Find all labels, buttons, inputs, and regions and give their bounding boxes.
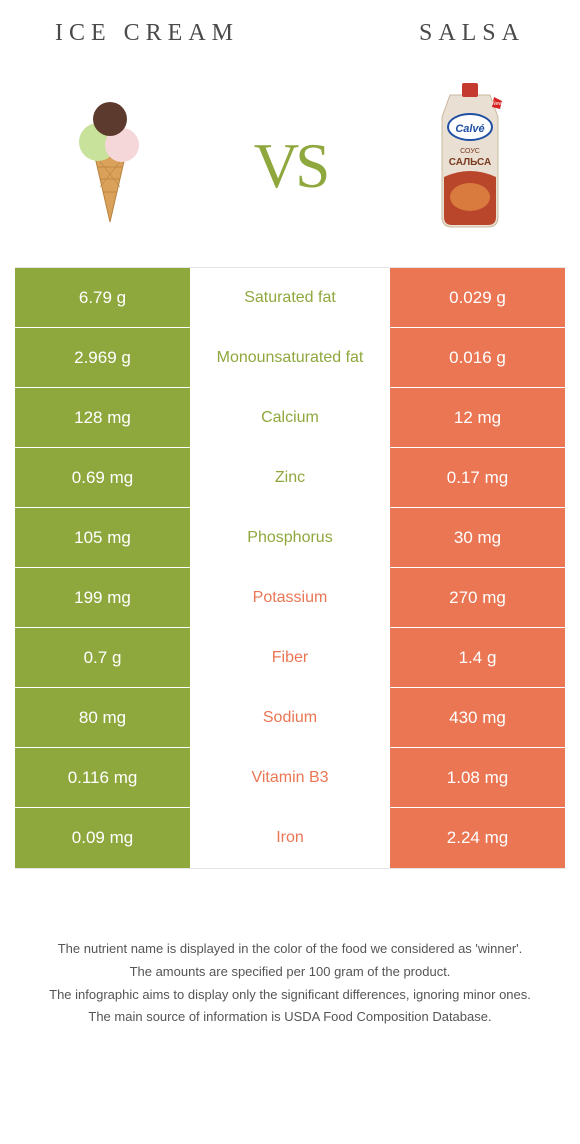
right-value: 2.24 mg [390, 808, 565, 868]
nutrient-label: Sodium [190, 688, 390, 747]
nutrient-row: 105 mgPhosphorus30 mg [15, 508, 565, 568]
svg-text:СОУС: СОУС [460, 148, 480, 155]
nutrient-label: Saturated fat [190, 268, 390, 327]
nutrient-label: Iron [190, 808, 390, 868]
left-food-title: Ice cream [55, 20, 239, 47]
nutrient-label: Phosphorus [190, 508, 390, 567]
nutrient-row: 128 mgCalcium12 mg [15, 388, 565, 448]
left-value: 80 mg [15, 688, 190, 747]
nutrient-row: 0.09 mgIron2.24 mg [15, 808, 565, 868]
infographic-container: Ice cream Salsa vs [0, 0, 580, 1144]
left-value: 0.09 mg [15, 808, 190, 868]
right-value: 0.029 g [390, 268, 565, 327]
right-food-title: Salsa [419, 20, 525, 47]
nutrient-label: Monounsaturated fat [190, 328, 390, 387]
right-value: 1.08 mg [390, 748, 565, 807]
salsa-image: Calvé СОУС САЛЬСА New [405, 77, 535, 237]
nutrient-row: 0.116 mgVitamin B31.08 mg [15, 748, 565, 808]
footnote-line: The infographic aims to display only the… [25, 985, 555, 1006]
images-row: vs Calvé СОУС САЛЬСА New [15, 67, 565, 267]
footnote-line: The main source of information is USDA F… [25, 1007, 555, 1028]
nutrient-label: Potassium [190, 568, 390, 627]
header: Ice cream Salsa [15, 20, 565, 47]
right-value: 430 mg [390, 688, 565, 747]
svg-text:САЛЬСА: САЛЬСА [449, 157, 491, 168]
nutrient-label: Calcium [190, 388, 390, 447]
svg-text:New: New [492, 101, 502, 107]
nutrient-label: Zinc [190, 448, 390, 507]
nutrient-row: 199 mgPotassium270 mg [15, 568, 565, 628]
right-value: 30 mg [390, 508, 565, 567]
right-value: 0.016 g [390, 328, 565, 387]
left-value: 0.7 g [15, 628, 190, 687]
left-value: 2.969 g [15, 328, 190, 387]
nutrient-row: 0.7 gFiber1.4 g [15, 628, 565, 688]
left-value: 0.69 mg [15, 448, 190, 507]
left-value: 105 mg [15, 508, 190, 567]
nutrient-label: Vitamin B3 [190, 748, 390, 807]
footnotes: The nutrient name is displayed in the co… [15, 939, 565, 1028]
footnote-line: The amounts are specified per 100 gram o… [25, 962, 555, 983]
nutrient-row: 2.969 gMonounsaturated fat0.016 g [15, 328, 565, 388]
right-value: 0.17 mg [390, 448, 565, 507]
nutrient-label: Fiber [190, 628, 390, 687]
left-value: 0.116 mg [15, 748, 190, 807]
right-value: 270 mg [390, 568, 565, 627]
nutrient-row: 80 mgSodium430 mg [15, 688, 565, 748]
vs-label: vs [254, 106, 327, 209]
left-value: 128 mg [15, 388, 190, 447]
nutrient-row: 0.69 mgZinc0.17 mg [15, 448, 565, 508]
nutrient-table: 6.79 gSaturated fat0.029 g2.969 gMonouns… [15, 267, 565, 869]
left-value: 6.79 g [15, 268, 190, 327]
footnote-line: The nutrient name is displayed in the co… [25, 939, 555, 960]
right-value: 1.4 g [390, 628, 565, 687]
svg-text:Calvé: Calvé [455, 123, 484, 135]
right-value: 12 mg [390, 388, 565, 447]
left-value: 199 mg [15, 568, 190, 627]
nutrient-row: 6.79 gSaturated fat0.029 g [15, 268, 565, 328]
ice-cream-image [45, 77, 175, 237]
